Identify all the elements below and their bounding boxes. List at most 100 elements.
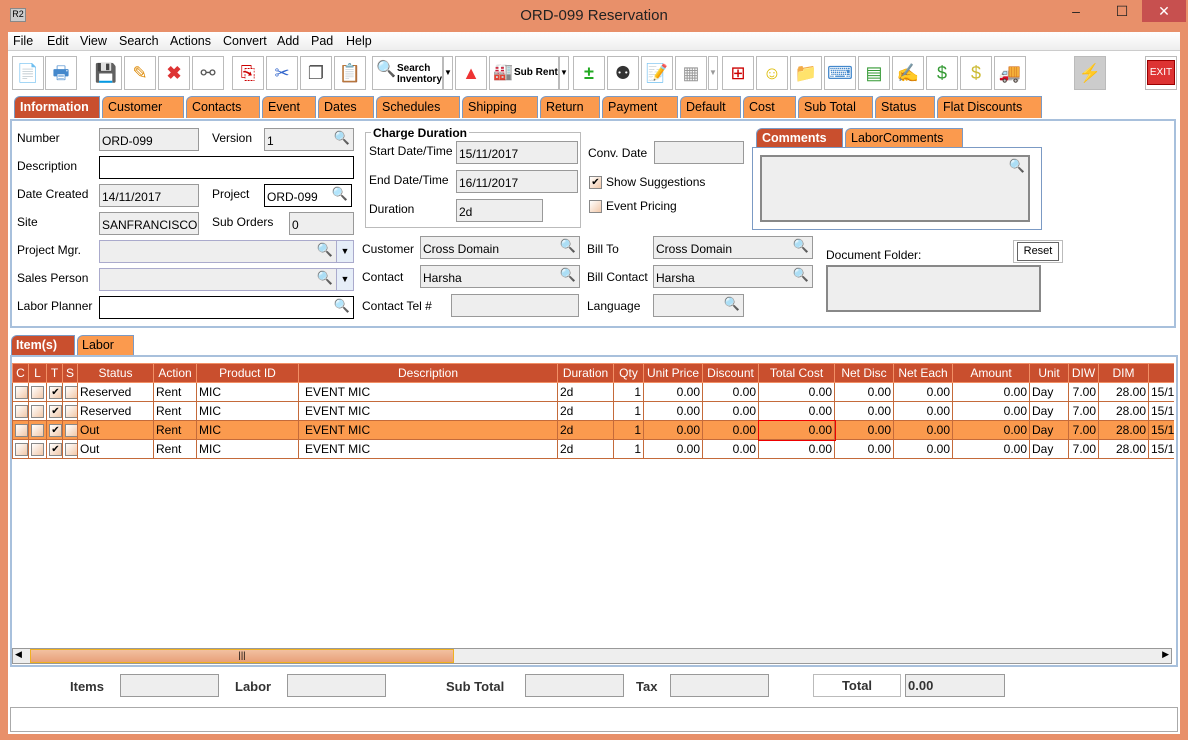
tab-items[interactable]: Item(s): [11, 335, 75, 355]
folder-clock-icon[interactable]: 📁: [790, 56, 822, 90]
table-cell[interactable]: 7.00: [1068, 401, 1099, 421]
table-cell[interactable]: Day: [1029, 401, 1069, 421]
column-header[interactable]: Description: [298, 363, 558, 383]
add-remove-icon[interactable]: ±: [573, 56, 605, 90]
search-inventory-dropdown[interactable]: ▼: [443, 56, 453, 90]
search-icon[interactable]: 🔍: [333, 298, 350, 313]
table-cell[interactable]: 0.00: [952, 401, 1030, 421]
contact-tel-field[interactable]: [451, 294, 579, 317]
tab-customer[interactable]: Customer: [102, 96, 184, 118]
table-cell[interactable]: 15/1: [1148, 382, 1174, 402]
horizontal-scrollbar[interactable]: ◀ ||| ▶: [12, 648, 1172, 664]
table-cell[interactable]: 1: [613, 439, 644, 459]
table-cell[interactable]: 28.00: [1098, 401, 1149, 421]
table-cell[interactable]: 0.00: [834, 420, 894, 440]
save-icon[interactable]: 💾: [90, 56, 122, 90]
menu-actions[interactable]: Actions: [170, 34, 211, 48]
table-cell[interactable]: EVENT MIC: [298, 420, 558, 440]
chevron-down-icon[interactable]: ▼: [336, 269, 353, 290]
smiley-icon[interactable]: ☺: [756, 56, 788, 90]
table-cell[interactable]: 28.00: [1098, 420, 1149, 440]
new-icon[interactable]: 📄: [12, 56, 44, 90]
menu-pad[interactable]: Pad: [311, 34, 334, 48]
scrollbar-thumb[interactable]: |||: [30, 649, 454, 663]
table-cell[interactable]: 15/1: [1148, 420, 1174, 440]
bill-contact-field[interactable]: Harsha 🔍: [653, 265, 813, 288]
table-cell[interactable]: 7.00: [1068, 420, 1099, 440]
t-checkbox[interactable]: ✔: [49, 404, 62, 418]
table-cell[interactable]: 2d: [557, 420, 614, 440]
table-cell[interactable]: MIC: [196, 420, 299, 440]
table-cell[interactable]: MIC: [196, 439, 299, 459]
table-row[interactable]: ✔ Reserved Rent MIC EVENT MIC 2d 1 0.00 0.00 0.00…: [12, 401, 1174, 421]
calendar-dropdown[interactable]: ▼: [708, 56, 718, 90]
column-header[interactable]: DIM: [1098, 363, 1149, 383]
table-cell[interactable]: 0.00: [758, 401, 835, 421]
menu-edit[interactable]: Edit: [47, 34, 69, 48]
project-field[interactable]: ORD-099 🔍: [264, 184, 352, 207]
search-icon[interactable]: 🔍: [331, 186, 348, 201]
close-button[interactable]: ✕: [1142, 0, 1186, 22]
table-cell[interactable]: 0.00: [643, 420, 703, 440]
language-field[interactable]: 🔍: [653, 294, 744, 317]
lightning-icon[interactable]: ⚡: [1074, 56, 1106, 90]
table-cell[interactable]: EVENT MIC: [298, 401, 558, 421]
l-checkbox[interactable]: [31, 423, 44, 437]
truck-icon[interactable]: 🚚: [994, 56, 1026, 90]
table-cell[interactable]: 7.00: [1068, 382, 1099, 402]
search-icon[interactable]: 🔍: [792, 267, 809, 282]
c-checkbox[interactable]: [15, 404, 28, 418]
sub-rent-button[interactable]: 🏭 Sub Rent: [489, 56, 559, 90]
event-pricing-checkbox[interactable]: [589, 200, 602, 213]
minimize-button[interactable]: –: [1072, 3, 1080, 19]
search-icon[interactable]: 🔍: [316, 242, 333, 257]
table-cell[interactable]: 0.00: [834, 382, 894, 402]
table-cell[interactable]: EVENT MIC: [298, 382, 558, 402]
tab-payment[interactable]: Payment: [602, 96, 678, 118]
conv-date-field[interactable]: [654, 141, 744, 164]
chevron-down-icon[interactable]: ▼: [336, 241, 353, 262]
table-cell[interactable]: MIC: [196, 401, 299, 421]
table-cell[interactable]: Day: [1029, 382, 1069, 402]
key-icon[interactable]: ⌨: [824, 56, 856, 90]
tab-return[interactable]: Return: [540, 96, 600, 118]
total-button[interactable]: Total: [813, 674, 901, 697]
table-cell[interactable]: 0.00: [952, 382, 1030, 402]
customer-field[interactable]: Cross Domain 🔍: [420, 236, 580, 259]
menu-search[interactable]: Search: [119, 34, 159, 48]
table-cell[interactable]: 0.00: [893, 439, 953, 459]
shapes-icon[interactable]: ▲: [455, 56, 487, 90]
tab-dates[interactable]: Dates: [318, 96, 374, 118]
column-header[interactable]: Qty: [613, 363, 644, 383]
search-icon[interactable]: 🔍: [1008, 158, 1025, 173]
table-cell[interactable]: 0.00: [758, 382, 835, 402]
table-cell[interactable]: 28.00: [1098, 439, 1149, 459]
column-header[interactable]: S: [62, 363, 78, 383]
c-checkbox[interactable]: [15, 423, 28, 437]
tab-cost[interactable]: Cost: [743, 96, 796, 118]
table-cell[interactable]: 0.00: [643, 382, 703, 402]
comments-textarea[interactable]: 🔍: [760, 155, 1030, 222]
table-cell[interactable]: Day: [1029, 439, 1069, 459]
table-cell[interactable]: Out: [77, 420, 154, 440]
hierarchy-icon[interactable]: ⊞: [722, 56, 754, 90]
search-icon[interactable]: 🔍: [792, 238, 809, 253]
table-row[interactable]: ✔ Out Rent MIC EVENT MIC 2d 1 0.00 0.00 0.00 0.00 0…: [12, 439, 1174, 459]
balls-question-icon[interactable]: ⚉: [607, 56, 639, 90]
table-cell[interactable]: 0.00: [834, 401, 894, 421]
tab-labor[interactable]: Labor: [77, 335, 134, 355]
copy-document-icon[interactable]: ⎘: [232, 56, 264, 90]
search-icon[interactable]: 🔍: [559, 267, 576, 282]
copy-icon[interactable]: ❐: [300, 56, 332, 90]
column-header[interactable]: T: [46, 363, 63, 383]
c-checkbox[interactable]: [15, 442, 28, 456]
table-cell[interactable]: Day: [1029, 420, 1069, 440]
exit-button[interactable]: EXIT: [1145, 56, 1177, 90]
document-folder-field[interactable]: [826, 265, 1041, 312]
table-cell[interactable]: 0.00: [893, 401, 953, 421]
money-note-icon[interactable]: $: [960, 56, 992, 90]
s-checkbox[interactable]: [65, 442, 77, 456]
search-icon[interactable]: 🔍: [333, 130, 350, 145]
table-cell[interactable]: Reserved: [77, 401, 154, 421]
l-checkbox[interactable]: [31, 404, 44, 418]
